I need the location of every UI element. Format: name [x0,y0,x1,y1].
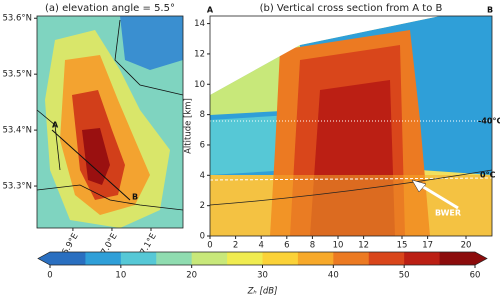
colorbar-tick-label: 0 [47,271,52,281]
y-axis-label: Altitude [km] [184,98,194,154]
ppi-field [36,16,184,228]
colorbar-swatch [368,252,405,265]
y-tick-label: 14 [194,19,205,29]
x-tick-label: 20 [461,241,472,251]
colorbar-swatch [404,252,441,265]
colorbar-swatch [227,252,263,265]
annotation: 0°C [480,171,496,180]
y-tick-label: 0 [200,232,205,242]
colorbar-tick-label: 50 [399,271,410,281]
x-tick-label: 10 [333,241,344,251]
x-tick-label: 6 [284,241,289,251]
annotation: A [52,121,59,130]
annotation: B [132,193,138,202]
y-tick-label: 12 [194,49,205,59]
colorbar-swatch [120,252,157,265]
y-tick-label: 53.5°N [2,70,32,80]
colorbar-swatch [333,252,370,265]
y-tick-label: 8 [200,110,205,120]
colorbar-tick-label: 30 [257,271,268,281]
colorbar-tick-label: 10 [115,271,126,281]
annotation: A [207,6,214,15]
x-tick-label: 12 [358,241,369,251]
annotation: -40°C [478,117,500,126]
colorbar-tick-label: 40 [328,271,339,281]
colorbar-swatch [439,252,476,265]
plot-frame [209,15,493,237]
y-tick-label: 53.6°N [2,14,32,24]
colorbar-swatch [191,252,228,265]
y-tick-label: 4 [200,171,205,181]
y-tick-label: 10 [194,80,205,90]
colorbar-label: Zₕ [dB] [247,287,278,297]
x-tick-label: 15 [397,241,408,251]
annotation: B [487,6,493,15]
x-tick-label: 17 [422,241,433,251]
annotation: BWER [435,209,461,218]
colorbar-swatch [262,252,299,265]
colorbar-swatch [50,252,86,265]
x-tick-label: 2 [233,241,238,251]
colorbar-tick-label: 60 [470,271,481,281]
y-tick-label: 53.3°N [2,182,32,192]
rhi-field [209,16,493,236]
plot-frame [36,15,184,229]
y-tick-label: 2 [200,201,205,211]
colorbar-swatch [297,252,334,265]
colorbar-extend-high [475,252,487,265]
y-tick-label: 53.4°N [2,126,32,136]
x-tick-label: 4 [258,241,263,251]
colorbar-extend-low [38,252,50,265]
panel-title: (b) Vertical cross section from A to B [260,3,443,14]
colorbar-swatch [156,252,193,265]
colorbar-swatch [85,252,122,265]
panel-title: (a) elevation angle = 5.5° [45,3,175,14]
y-tick-label: 6 [200,140,205,150]
x-tick-label: 0 [207,241,212,251]
colorbar-tick-label: 20 [186,271,197,281]
x-tick-label: 8 [310,241,315,251]
